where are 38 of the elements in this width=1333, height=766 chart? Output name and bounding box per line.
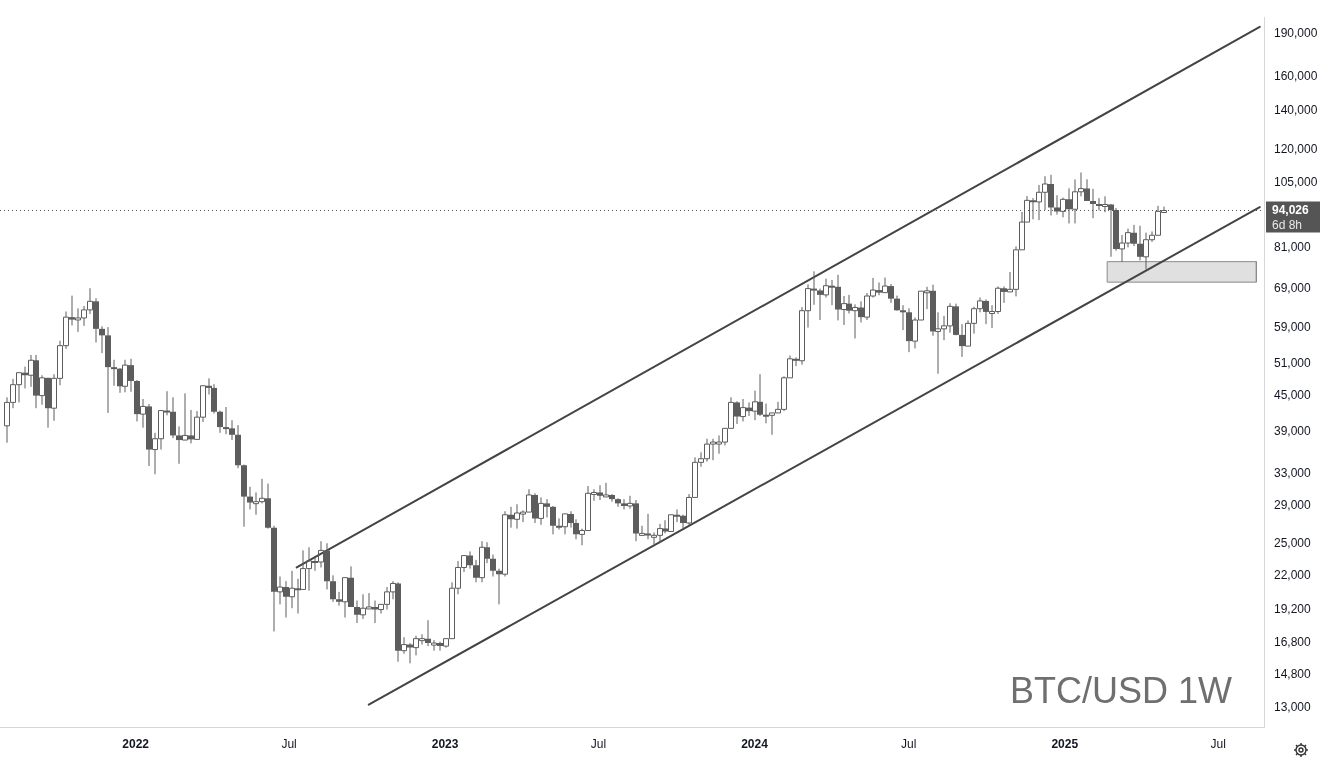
y-tick-label: 14,800 bbox=[1274, 667, 1312, 682]
candlestick bbox=[550, 505, 556, 535]
candlestick bbox=[490, 554, 496, 577]
text: 6d 8h bbox=[1272, 217, 1303, 232]
x-tick-label: Jul bbox=[590, 737, 607, 752]
y-tick-label: 16,800 bbox=[1274, 635, 1312, 650]
x-tick-label: Jul bbox=[281, 737, 297, 752]
y-tick-label: 69,000 bbox=[1274, 280, 1312, 295]
y-tick-label: 39,000 bbox=[1274, 423, 1312, 438]
y-tick-label: 140,000 bbox=[1274, 102, 1318, 117]
y-tick-label: 29,000 bbox=[1274, 498, 1312, 513]
x-tick-label: 2024 bbox=[741, 737, 769, 752]
y-tick-label: 59,000 bbox=[1274, 319, 1312, 334]
y-tick-label: 51,000 bbox=[1274, 356, 1312, 371]
y-tick-label: 22,000 bbox=[1274, 567, 1312, 582]
x-tick-label: 2023 bbox=[431, 737, 459, 752]
y-tick-label: 190,000 bbox=[1274, 26, 1318, 41]
x-tick-label: 2025 bbox=[1051, 737, 1079, 752]
text: BTC/USD 1W bbox=[1009, 669, 1233, 711]
y-tick-label: 33,000 bbox=[1274, 465, 1312, 480]
y-tick-label: 45,000 bbox=[1274, 387, 1312, 402]
x-tick-label: 2022 bbox=[122, 737, 150, 752]
candlestick bbox=[615, 497, 621, 508]
y-tick-label: 105,000 bbox=[1274, 175, 1318, 190]
y-tick-label: 25,000 bbox=[1274, 535, 1312, 550]
x-tick-label: Jul bbox=[1210, 737, 1226, 752]
candlestick bbox=[900, 304, 906, 331]
candlestick bbox=[99, 325, 105, 354]
candlestick bbox=[217, 410, 223, 434]
y-tick-label: 13,000 bbox=[1274, 699, 1312, 714]
y-tick-label: 120,000 bbox=[1274, 141, 1318, 156]
candlestick bbox=[330, 574, 336, 603]
ref-line-label: 94,026 bbox=[1272, 202, 1310, 217]
candlestick bbox=[111, 359, 117, 387]
y-tick-label: 160,000 bbox=[1274, 69, 1318, 84]
y-tick-label: 19,200 bbox=[1274, 601, 1312, 616]
y-tick-label: 81,000 bbox=[1274, 240, 1312, 255]
x-tick-label: Jul bbox=[901, 737, 917, 752]
